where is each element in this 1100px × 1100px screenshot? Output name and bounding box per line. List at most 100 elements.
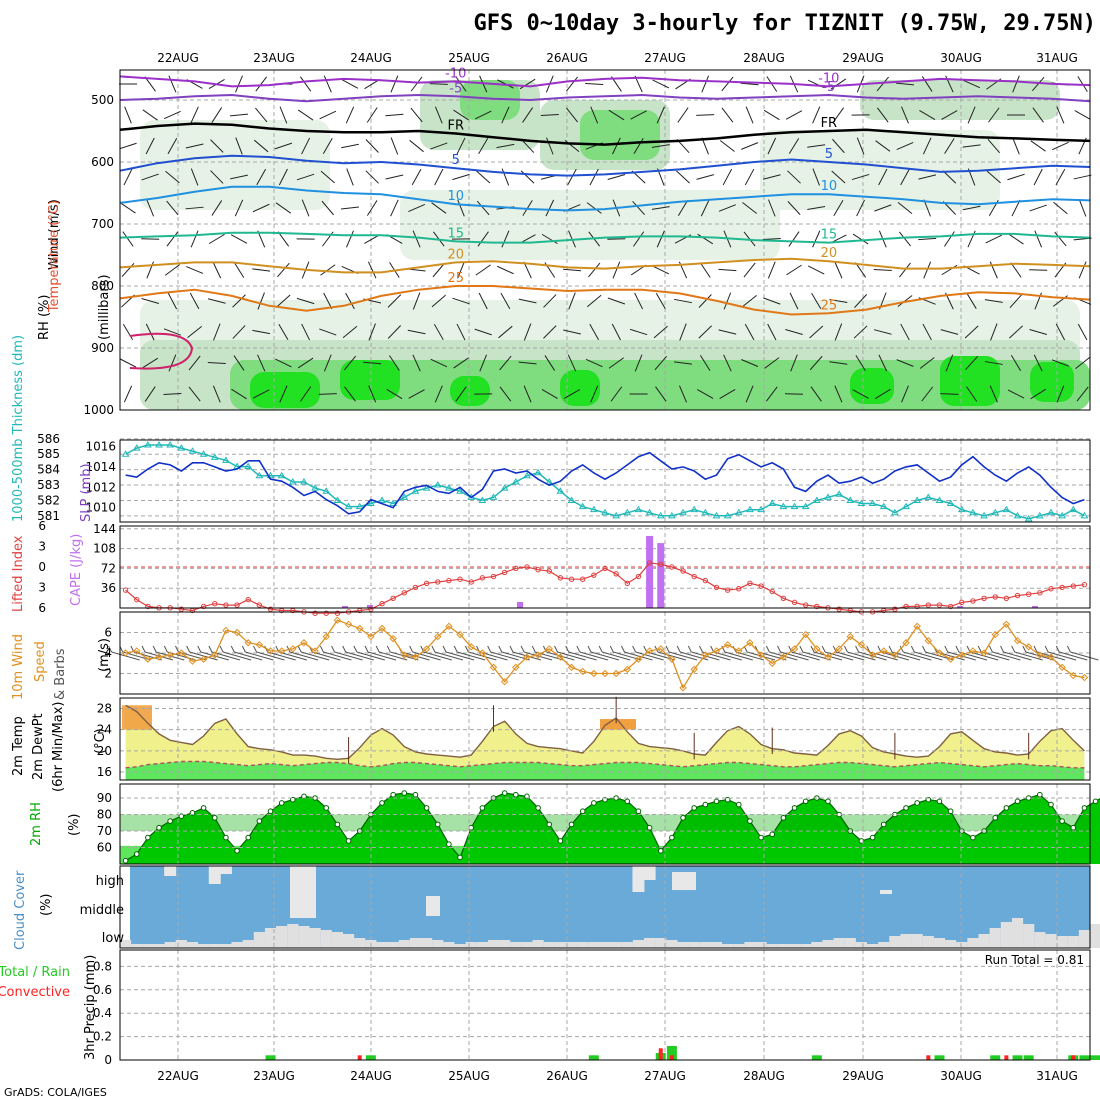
y-tick-label: 16: [97, 765, 112, 779]
surface-wind-barb-flag: [297, 645, 302, 653]
thickness-slp-frame: [119, 439, 1091, 523]
wind-barb: [652, 265, 670, 275]
surface-wind-barb: [825, 651, 854, 661]
li-marker: [635, 573, 642, 580]
li-marker: [791, 599, 798, 606]
thickness-marker: [734, 508, 743, 516]
cloud-low-bar: [454, 944, 466, 948]
wind-barb: [562, 268, 582, 272]
surface-wind-barb: [914, 651, 943, 661]
wind-barb: [299, 76, 312, 92]
surface-wind-barb: [813, 651, 843, 661]
wind-marker: [757, 651, 765, 659]
cloud-mid-bar: [426, 896, 440, 916]
wind-barb: [163, 328, 181, 336]
cloud-low-bar: [554, 942, 567, 948]
cloud-low-bar: [677, 942, 689, 948]
wind-barb: [768, 199, 776, 217]
wind-barb: [255, 76, 267, 92]
wind-barb: [812, 230, 821, 248]
wind-barb: [634, 354, 643, 372]
wind-barb: [189, 292, 200, 310]
rh-marker: [992, 815, 999, 821]
cloud-low-bar: [510, 942, 522, 948]
wind-barb: [496, 143, 515, 149]
wind-barb: [899, 262, 911, 278]
wind-barb: [455, 76, 467, 92]
wind-barb: [655, 292, 666, 310]
wind-barb: [585, 358, 603, 368]
li-marker: [947, 603, 954, 610]
wind-barb: [699, 262, 711, 278]
thickness-marker: [879, 502, 888, 510]
li-marker: [769, 588, 775, 595]
wind-barb: [475, 264, 491, 276]
x-tick-label: 29AUG: [842, 1069, 884, 1083]
wind-barb: [588, 262, 601, 278]
surface-wind-barb-flag: [632, 645, 637, 653]
wind-barb: [342, 325, 358, 339]
wind-barb: [634, 292, 644, 310]
surface-wind-barb: [334, 651, 363, 661]
surface-wind-barb-flag: [531, 645, 536, 653]
thickness-marker: [1002, 505, 1011, 513]
cloud-low-bar: [521, 942, 533, 948]
surface-wind-barb-flag: [442, 645, 447, 653]
wind-marker: [177, 649, 186, 657]
wind-barb: [122, 324, 134, 340]
precip-convective-bar: [926, 1055, 931, 1060]
surface-wind-barb: [836, 651, 865, 661]
rh-marker: [970, 834, 976, 841]
surface-wind-barb-flag: [609, 645, 614, 653]
wind-marker: [578, 667, 587, 676]
isotherm-FR: [119, 122, 1091, 146]
wind-marker: [456, 630, 464, 639]
thickness-marker: [679, 508, 687, 516]
li-marker: [457, 576, 463, 582]
cloud-low-bar: [1000, 922, 1012, 948]
wind-barb: [697, 389, 714, 399]
wind-barb: [389, 355, 400, 371]
cloud-low-bar: [699, 942, 711, 948]
precip-total-bar: [811, 1055, 822, 1060]
wind-barb: [810, 386, 822, 402]
isotherm-label: 5: [452, 153, 460, 168]
cloud-low-bar: [599, 942, 611, 948]
wind-marker: [657, 645, 665, 653]
wind-barb: [763, 109, 780, 121]
surface-wind-barb-flag: [186, 645, 191, 653]
temperature-warm-patch: [122, 705, 152, 730]
surface-wind-barb: [256, 651, 285, 661]
cloud-low-bar: [354, 938, 366, 948]
surface-wind-barb: [445, 651, 475, 661]
wind-marker: [868, 651, 877, 659]
cloud-low-bar: [532, 940, 544, 948]
surface-wind-barb-flag: [230, 645, 235, 653]
wind-barb: [412, 292, 421, 310]
surface-wind-barb-flag: [108, 645, 113, 653]
li-marker: [680, 568, 686, 574]
cloud-low-bar: [1078, 930, 1091, 948]
wind-barb: [809, 325, 824, 339]
cloud-low-bar: [722, 944, 734, 948]
cloud-low-bar: [911, 934, 923, 948]
wind-barb: [677, 200, 689, 216]
wind-marker: [701, 651, 710, 659]
wind-marker: [1036, 651, 1044, 659]
thickness-marker: [824, 493, 832, 500]
thickness-marker: [478, 496, 487, 503]
wind-marker: [601, 669, 609, 678]
wind-barb: [230, 174, 248, 180]
wind-barb: [1010, 262, 1022, 278]
wind-marker: [133, 647, 141, 655]
thickness-marker: [868, 499, 877, 507]
ylabel-thickness: 1000-500mb Thickness (dm): [11, 335, 26, 522]
cloud-low-bar: [710, 942, 723, 948]
surface-wind-barb: [735, 651, 765, 661]
wind-barb: [345, 292, 355, 310]
surface-wind-barb: [680, 651, 709, 661]
cloud-low-bar: [1011, 918, 1024, 948]
cloud-low-bar: [878, 942, 890, 948]
wind-barb: [211, 200, 223, 216]
y-tick-label: 0.2: [93, 1030, 112, 1044]
